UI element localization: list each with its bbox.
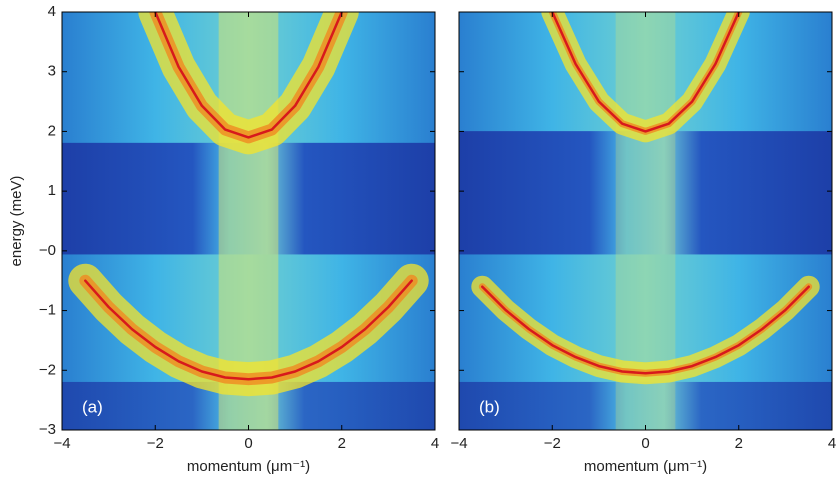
x-tick-label: −2 [544,435,561,452]
low-band [459,381,832,430]
x-tick-label: 2 [338,435,346,452]
curve [154,12,344,139]
center-glow [218,12,279,430]
y-axis-label: energy (meV) [8,176,25,267]
x-tick-label: 4 [431,435,439,452]
curve [481,285,810,375]
y-tick-label: 3 [48,63,56,80]
x-tick-label: 4 [828,435,836,452]
panel-label: (a) [82,397,103,416]
x-tick-label: 0 [244,435,252,452]
y-tick-label: 4 [48,3,56,20]
plot-area [62,12,435,430]
plot-area [459,12,832,430]
curve [84,279,413,381]
gap-band [459,131,832,255]
y-tick-label: −0 [39,242,56,259]
x-tick-label: −4 [53,435,70,452]
gap-band [62,142,435,255]
x-tick-label: −4 [450,435,467,452]
y-tick-label: −1 [39,302,56,319]
y-tick-label: −3 [39,421,56,438]
panel-label: (b) [479,397,500,416]
y-tick-label: 2 [48,122,56,139]
center-glow [615,12,676,430]
y-tick-label: −2 [39,361,56,378]
curve [551,12,741,133]
x-axis-label: momentum (μm⁻¹) [187,458,310,475]
y-tick-label: 1 [48,182,56,199]
x-tick-label: 0 [641,435,649,452]
x-axis-label: momentum (μm⁻¹) [584,458,707,475]
x-tick-label: −2 [147,435,164,452]
x-tick-label: 2 [735,435,743,452]
